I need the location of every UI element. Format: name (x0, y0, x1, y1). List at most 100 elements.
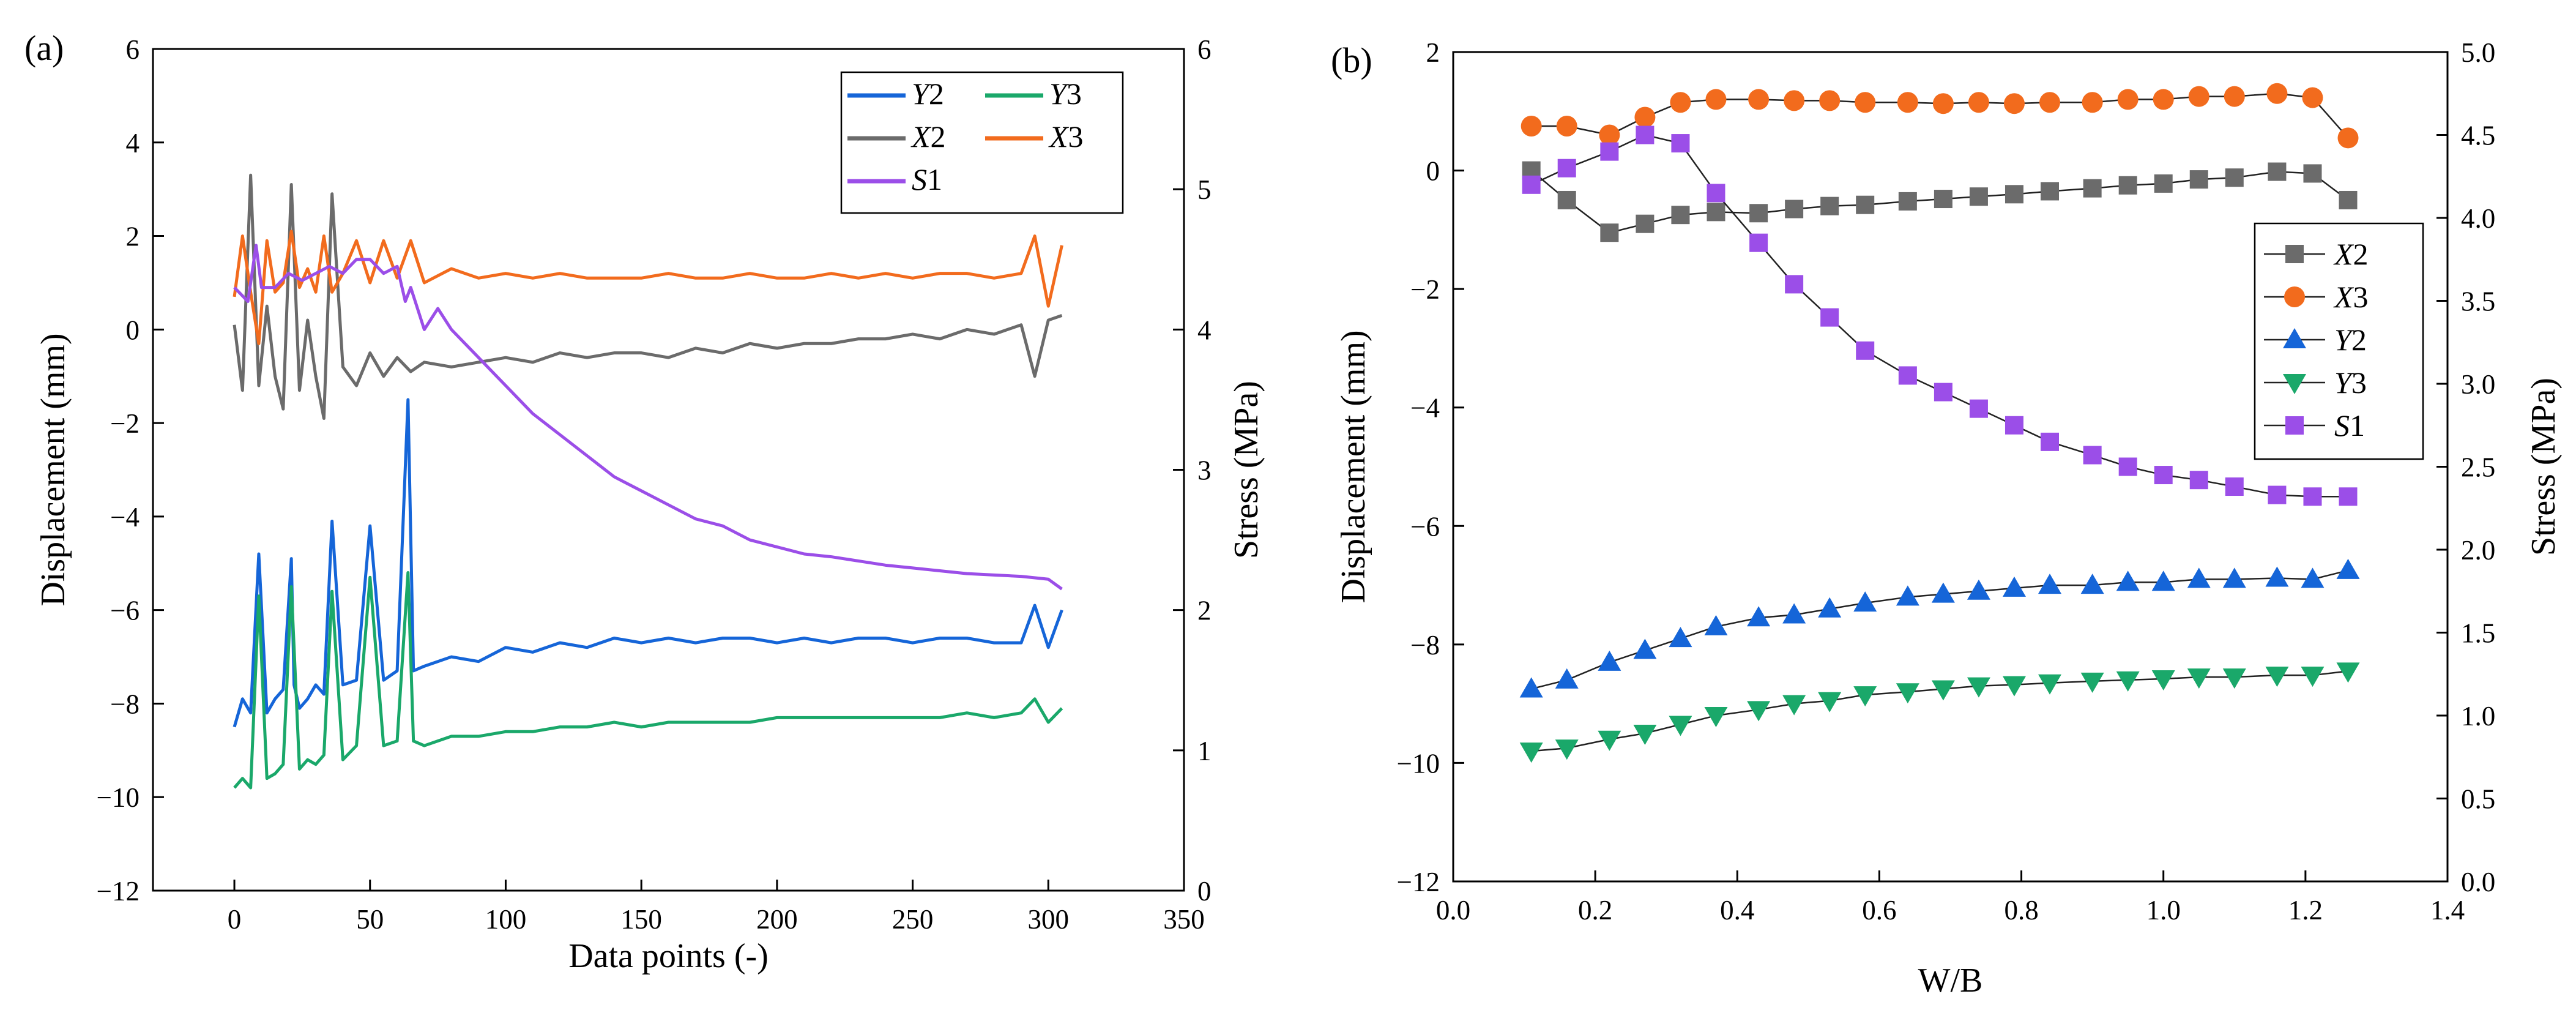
series-Y3 (233, 571, 1063, 790)
panel-b: 0.0 0.2 0.4 0.6 0.8 1.0 1.2 1.4 −12 −10 −8 −6 −4 −2 0 2… (1331, 37, 2563, 1000)
data-point-X3 (2003, 93, 2025, 114)
data-point-Y3 (2187, 668, 2211, 689)
data-point-S1 (2303, 487, 2322, 506)
y2-tick-label: 1 (1197, 736, 1212, 766)
x-tick-label: 250 (892, 904, 934, 935)
data-point-Y3 (1669, 716, 1692, 736)
data-point-Y2 (1747, 606, 1771, 627)
y2-tick-label: 2.0 (2461, 535, 2495, 566)
legend-label-S1: S1 (912, 162, 942, 196)
legend-label-Y3: Y3 (2334, 365, 2367, 400)
data-point-Y3 (1896, 683, 1919, 704)
data-point-X2 (2303, 164, 2322, 183)
y-tick-label: −4 (110, 502, 140, 533)
y-tick-label: −12 (97, 876, 140, 907)
panel-label: (b) (1331, 40, 1372, 80)
data-point-Y3 (2038, 674, 2061, 695)
y-tick-label: −6 (1410, 511, 1440, 542)
data-point-X3 (1705, 89, 1727, 110)
panel-label: (a) (24, 28, 64, 68)
y-tick-label: −4 (1410, 393, 1440, 424)
data-point-X3 (2188, 86, 2209, 107)
data-point-X2 (1785, 200, 1804, 219)
data-point-Y3 (1633, 725, 1657, 746)
y-tick-label: −2 (1410, 274, 1440, 305)
data-point-Y2 (1967, 579, 1990, 600)
data-point-Y2 (2265, 566, 2289, 587)
y2-axis-label: Stress (MPa) (1227, 381, 1265, 559)
data-point-Y3 (1704, 707, 1728, 727)
data-point-X3 (2117, 89, 2139, 110)
y2-tick-label: 1.0 (2461, 701, 2495, 731)
x-tick-label: 0.4 (1720, 895, 1754, 926)
legend-marker-X3 (2284, 286, 2305, 307)
y-tick-label: −10 (1397, 748, 1440, 779)
data-point-S1 (2154, 466, 2173, 485)
data-point-X2 (2189, 170, 2208, 189)
data-point-X3 (1897, 92, 1918, 113)
data-point-Y2 (1704, 615, 1728, 635)
data-point-S1 (2083, 446, 2102, 465)
y-tick-label: 0 (1426, 156, 1440, 187)
data-point-X2 (1898, 192, 1917, 211)
data-point-S1 (2041, 432, 2059, 451)
data-point-X3 (1599, 124, 1620, 146)
legend-label-Y2: Y2 (2334, 323, 2367, 357)
y2-tick-label: 0.5 (2461, 784, 2495, 815)
data-point-S1 (1671, 134, 1690, 153)
data-point-S1 (1820, 308, 1839, 327)
data-point-Y3 (1598, 730, 1621, 751)
data-point-X3 (2082, 92, 2103, 113)
data-point-S1 (2005, 416, 2023, 435)
legend: X2 X3 Y2 Y3 S1 (2254, 222, 2424, 460)
data-point-S1 (1898, 366, 1917, 385)
data-point-S1 (1934, 383, 1952, 402)
y2-tick-label: 4 (1197, 315, 1212, 345)
series-line-S1 (1531, 134, 2348, 498)
x-tick-label: 1.4 (2430, 895, 2465, 926)
legend-label-X3: X3 (1048, 119, 1084, 154)
y-tick-label: −8 (110, 689, 140, 719)
data-point-S1 (2268, 485, 2287, 504)
data-point-Y2 (2336, 558, 2360, 579)
y-tick-label: 6 (126, 34, 140, 65)
y2-tick-label: 0.0 (2461, 867, 2495, 897)
data-point-S1 (1969, 399, 1988, 418)
y2-tick-label: 6 (1197, 34, 1212, 65)
y-tick-label: 2 (1426, 37, 1440, 68)
data-point-Y2 (2151, 570, 2175, 591)
data-point-S1 (1785, 275, 1804, 294)
data-point-Y2 (1598, 650, 1621, 671)
data-point-Y3 (2336, 662, 2360, 683)
data-point-X3 (1670, 92, 1691, 113)
data-point-X2 (1707, 203, 1725, 222)
series-line-S1 (233, 244, 1063, 591)
data-point-X2 (2005, 185, 2023, 204)
data-point-Y2 (2222, 567, 2246, 588)
y-tick-label: −10 (97, 782, 140, 813)
legend-label-S1: S1 (2334, 408, 2365, 443)
y2-tick-label: 4.5 (2461, 121, 2495, 151)
data-point-Y2 (2038, 574, 2061, 594)
x-tick-label: 200 (756, 904, 798, 935)
legend-label-X3: X3 (2333, 280, 2369, 314)
y2-tick-label: 1.5 (2461, 618, 2495, 649)
data-point-Y3 (2301, 667, 2325, 687)
data-point-X2 (2268, 162, 2287, 181)
y-axis-label: Displacement (mm) (1335, 330, 1372, 603)
y-tick-label: −2 (110, 408, 140, 439)
data-point-X3 (1968, 92, 1989, 113)
data-point-Y3 (1555, 739, 1579, 760)
data-point-X3 (1634, 107, 1656, 128)
legend-label-X2: X2 (2333, 237, 2369, 271)
data-point-X2 (2041, 182, 2059, 201)
y2-tick-label: 3.5 (2461, 286, 2495, 317)
data-point-X3 (2266, 83, 2288, 104)
data-point-X2 (1557, 190, 1576, 209)
data-point-X3 (1556, 115, 1577, 137)
series-Y3 (1519, 662, 2360, 763)
data-point-Y2 (1669, 627, 1692, 648)
y2-tick-label: 4.0 (2461, 203, 2495, 234)
data-point-Y2 (1519, 677, 1543, 698)
